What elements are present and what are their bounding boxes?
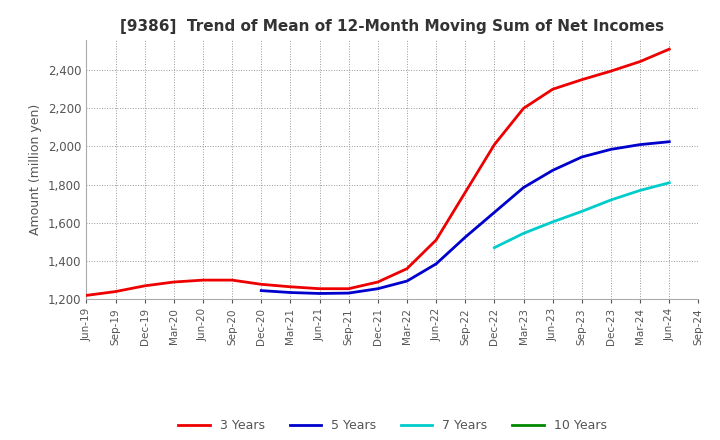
Title: [9386]  Trend of Mean of 12-Month Moving Sum of Net Incomes: [9386] Trend of Mean of 12-Month Moving … [120, 19, 665, 34]
Y-axis label: Amount (million yen): Amount (million yen) [30, 104, 42, 235]
Legend: 3 Years, 5 Years, 7 Years, 10 Years: 3 Years, 5 Years, 7 Years, 10 Years [174, 414, 611, 437]
